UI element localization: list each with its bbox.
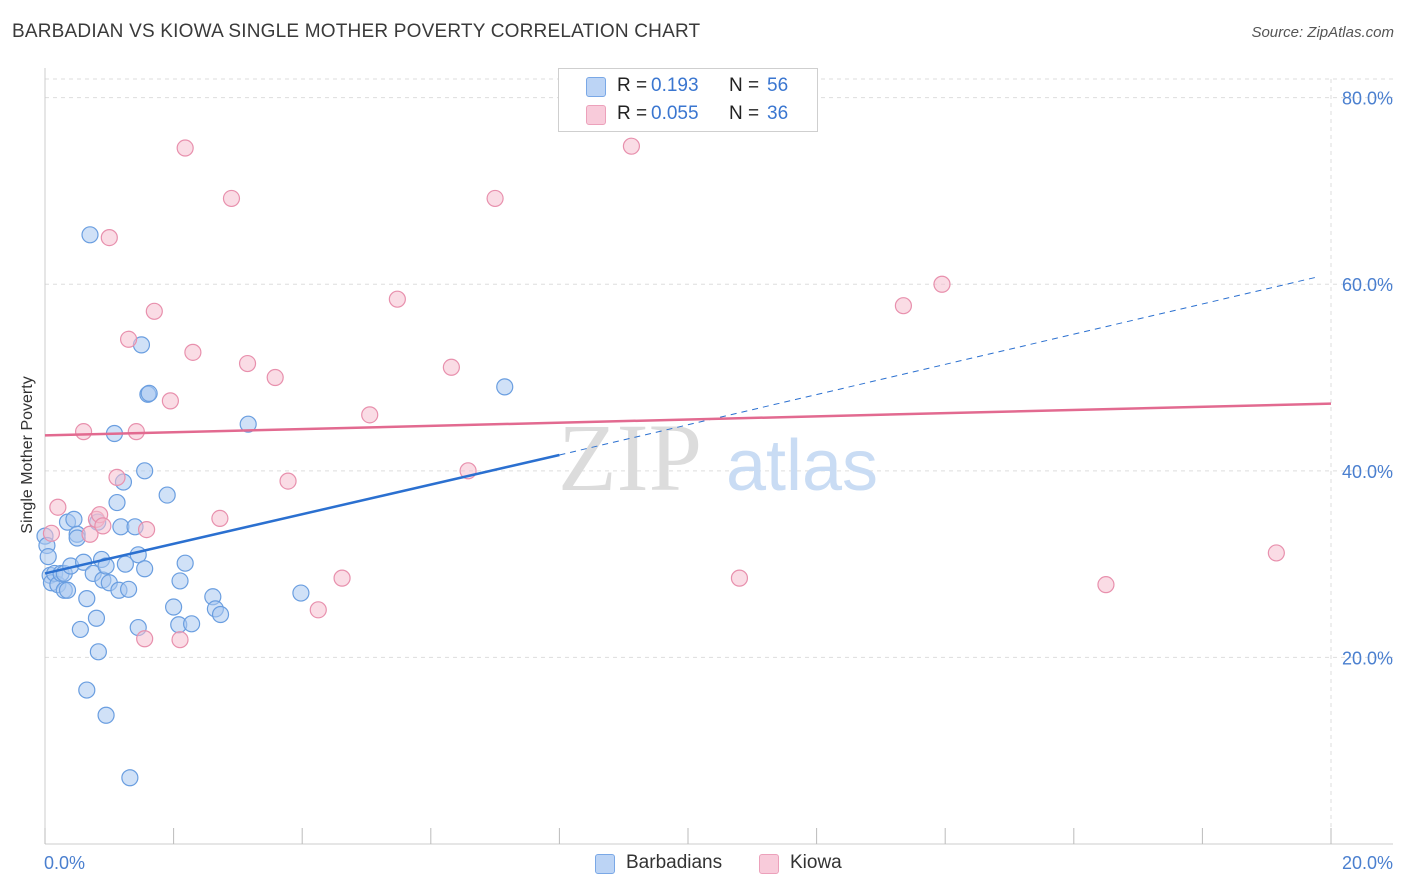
barbadians-point xyxy=(108,493,126,512)
barbadians-trend-line xyxy=(44,453,560,575)
legend-n-label: N = xyxy=(729,75,760,96)
legend-r-label: R = xyxy=(617,103,648,124)
barbadians-point xyxy=(97,706,115,724)
kiowa-point xyxy=(49,498,67,516)
y-tick-label: 20.0% xyxy=(1342,648,1393,668)
kiowa-point xyxy=(74,423,93,441)
trend-lines xyxy=(44,276,1332,575)
barbadians-point xyxy=(119,580,138,598)
legend-r-label: R = xyxy=(617,75,648,96)
barbadians-point xyxy=(140,384,158,402)
axes xyxy=(44,68,1393,845)
legend-r-value: 0.193 xyxy=(651,75,699,96)
barbadians-point xyxy=(292,584,310,602)
kiowa-point xyxy=(184,343,202,361)
barbadians-point xyxy=(183,615,201,633)
chart-title: BARBADIAN VS KIOWA SINGLE MOTHER POVERTY… xyxy=(12,21,701,42)
legend-swatch-blue xyxy=(595,854,615,874)
legend-label-barbadians: Barbadians xyxy=(626,852,723,873)
kiowa-point xyxy=(279,472,297,490)
legend-swatch-pink xyxy=(586,105,606,125)
barbadians-point xyxy=(58,581,77,599)
legend-r-value: 0.055 xyxy=(651,103,699,124)
source-credit: Source: ZipAtlas.com xyxy=(1251,24,1394,41)
kiowa-point xyxy=(1267,544,1285,562)
legend-swatch-blue xyxy=(586,77,606,97)
kiowa-point xyxy=(266,368,284,387)
barbadians-point xyxy=(239,415,257,433)
barbadians-point xyxy=(136,462,154,480)
kiowa-point xyxy=(211,509,229,528)
kiowa-point xyxy=(309,601,327,619)
barbadians-point xyxy=(39,548,57,566)
y-tick-label: 60.0% xyxy=(1342,275,1393,295)
barbadians-trend-extension xyxy=(559,276,1319,456)
tick-labels: 20.0% 40.0% 60.0% 80.0% 0.0% 20.0% xyxy=(44,89,1393,873)
kiowa-point xyxy=(81,525,99,543)
barbadians-point xyxy=(81,226,99,244)
kiowa-point xyxy=(100,228,118,247)
kiowa-point xyxy=(1097,576,1115,594)
kiowa-point xyxy=(119,330,138,348)
barbadians-point xyxy=(211,605,230,624)
legend-label-kiowa: Kiowa xyxy=(790,852,842,873)
watermark: ZIP atlas xyxy=(558,404,878,511)
kiowa-point xyxy=(176,139,194,157)
barbadians-point xyxy=(158,486,176,504)
barbadians-point xyxy=(176,554,194,572)
kiowa-point xyxy=(622,137,641,155)
legend-n-value: 36 xyxy=(767,103,789,124)
barbadians-point xyxy=(496,378,514,396)
legend-row-barbadians: R = 0.193 N = 56 xyxy=(559,73,817,101)
series-legend: Barbadians Kiowa xyxy=(0,852,1406,876)
barbadians-point xyxy=(78,681,96,699)
barbadians-point xyxy=(87,609,106,627)
kiowa-point xyxy=(361,406,379,424)
legend-n-label: N = xyxy=(729,103,760,124)
kiowa-point xyxy=(127,423,145,441)
correlation-legend: R = 0.193 N = 56 R = 0.055 N = 36 xyxy=(558,68,818,132)
kiowa-point xyxy=(388,290,406,308)
kiowa-point xyxy=(137,521,156,539)
barbadians-point xyxy=(97,557,115,575)
kiowa-point xyxy=(333,569,351,587)
kiowa-point xyxy=(108,468,126,486)
barbadians-point xyxy=(89,643,107,661)
kiowa-point xyxy=(486,189,504,208)
kiowa-point xyxy=(730,569,749,587)
grid-lines xyxy=(45,78,1393,844)
kiowa-point xyxy=(94,517,112,535)
barbadians-point xyxy=(171,572,189,590)
watermark-atlas: atlas xyxy=(726,426,878,506)
kiowa-point xyxy=(42,524,61,542)
barbadians-point xyxy=(71,620,89,639)
barbadians-point xyxy=(121,769,139,787)
barbadians-point xyxy=(165,598,183,616)
legend-n-value: 56 xyxy=(767,75,789,96)
kiowa-point xyxy=(442,358,460,376)
kiowa-point xyxy=(171,631,189,649)
kiowa-trend-line xyxy=(44,402,1332,437)
barbadians-point xyxy=(136,560,154,578)
barbadians-point xyxy=(65,510,83,528)
kiowa-point xyxy=(238,354,257,373)
x-tick-label: 0.0% xyxy=(44,853,85,873)
kiowa-point xyxy=(161,392,179,410)
x-tick-label: 20.0% xyxy=(1342,853,1393,873)
y-tick-label: 40.0% xyxy=(1342,462,1393,482)
y-tick-label: 80.0% xyxy=(1342,89,1393,109)
legend-row-kiowa: R = 0.055 N = 36 xyxy=(559,101,817,129)
kiowa-point xyxy=(145,302,163,320)
kiowa-point xyxy=(136,630,154,648)
kiowa-point xyxy=(222,189,241,208)
kiowa-point xyxy=(894,297,913,315)
kiowa-point xyxy=(933,275,951,293)
barbadians-point xyxy=(78,590,96,608)
legend-swatch-pink xyxy=(759,854,779,874)
